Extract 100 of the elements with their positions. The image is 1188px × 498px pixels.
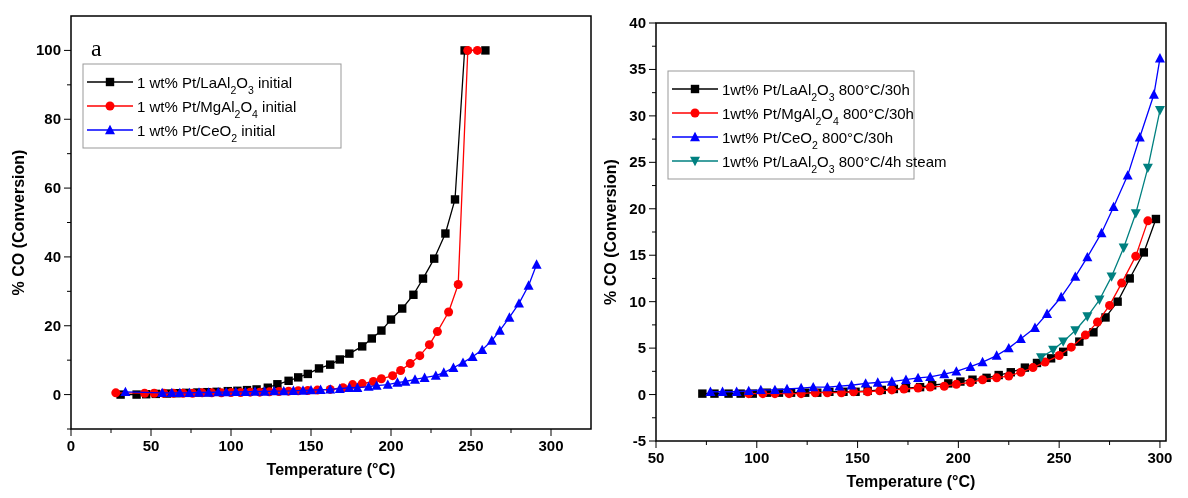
- point: [441, 229, 450, 238]
- point: [345, 349, 354, 358]
- legend-label: 1 wt% Pt/MgAl$_{2}$O$_{4}$ initial: [137, 98, 297, 120]
- point: [1048, 345, 1059, 356]
- x-axis-title: Temperature (°C): [846, 473, 976, 490]
- x-tick-label: 0: [66, 437, 76, 454]
- point: [1096, 227, 1107, 238]
- point: [1143, 216, 1153, 226]
- legend-label: 1wt% Pt/LaAl$_{2}$O$_{3}$ 800°C/4h steam: [722, 153, 947, 175]
- point: [430, 370, 441, 380]
- point: [1130, 209, 1141, 219]
- point: [965, 361, 976, 371]
- point: [1154, 106, 1165, 116]
- point: [432, 327, 442, 337]
- point: [326, 360, 335, 369]
- point: [396, 365, 406, 375]
- point: [400, 376, 411, 386]
- point: [1108, 201, 1119, 212]
- point: [1016, 367, 1026, 377]
- legend-label: 1wt% Pt/MgAl$_{2}$O$_{4}$ 800°C/30h: [722, 105, 914, 127]
- point: [1070, 326, 1081, 336]
- point: [418, 274, 428, 283]
- point: [872, 377, 883, 387]
- point: [1036, 353, 1047, 363]
- point: [1125, 274, 1134, 283]
- y-tick-label: 80: [44, 110, 61, 128]
- point: [1015, 333, 1026, 344]
- point: [1054, 351, 1064, 361]
- point: [1139, 248, 1149, 257]
- legend-label: 1 wt% Pt/LaAl$_{2}$O$_{3}$ initial: [137, 74, 293, 96]
- y-tick-label: 40: [44, 247, 61, 265]
- point: [991, 350, 1002, 360]
- point: [886, 376, 897, 386]
- point: [1004, 371, 1014, 381]
- point: [376, 374, 386, 384]
- point: [1118, 243, 1129, 253]
- point: [1134, 132, 1145, 142]
- point: [424, 340, 434, 350]
- point: [1003, 342, 1014, 353]
- point: [1113, 297, 1122, 306]
- point: [978, 375, 988, 385]
- point: [259, 386, 270, 396]
- point: [939, 368, 950, 379]
- point: [415, 351, 425, 361]
- point: [458, 357, 468, 367]
- point: [731, 386, 742, 396]
- point: [834, 381, 845, 391]
- point: [386, 315, 396, 324]
- legend-label: 1wt% Pt/LaAl$_{2}$O$_{3}$ 800°C/30h: [722, 81, 910, 103]
- point: [1105, 300, 1115, 310]
- point: [377, 326, 386, 335]
- point: [1117, 278, 1127, 288]
- point: [951, 366, 962, 376]
- x-tick-label: 100: [218, 437, 244, 454]
- annotation: a: [91, 35, 102, 61]
- point: [392, 377, 403, 387]
- point: [514, 298, 524, 308]
- point: [1142, 163, 1153, 174]
- point: [410, 374, 420, 384]
- point: [467, 351, 478, 361]
- point: [531, 259, 542, 269]
- point: [409, 290, 418, 299]
- y-tick-label: 10: [629, 292, 646, 310]
- point: [363, 381, 374, 391]
- point: [523, 280, 534, 290]
- point: [1056, 291, 1067, 302]
- point: [448, 362, 459, 372]
- y-tick-label: 100: [35, 41, 61, 59]
- point: [184, 387, 195, 398]
- y-tick-label: 0: [52, 385, 61, 403]
- x-tick-label: 100: [744, 449, 770, 466]
- point: [1066, 342, 1076, 352]
- point: [481, 46, 490, 55]
- point: [288, 385, 299, 395]
- x-tick-label: 150: [845, 449, 871, 466]
- point: [284, 376, 293, 386]
- point: [486, 335, 497, 345]
- point: [1122, 170, 1133, 180]
- point: [477, 344, 488, 355]
- point: [298, 385, 308, 395]
- x-tick-label: 250: [1046, 449, 1072, 466]
- point: [358, 342, 367, 351]
- point: [269, 385, 280, 396]
- point: [925, 371, 936, 382]
- x-tick-label: 50: [142, 437, 160, 454]
- point: [913, 372, 924, 383]
- point: [450, 195, 460, 204]
- point: [1029, 322, 1040, 332]
- y-tick-label: 60: [44, 179, 61, 197]
- y-tick-label: 20: [44, 316, 61, 334]
- point: [1042, 308, 1053, 318]
- y-tick-label: 40: [629, 14, 646, 31]
- point: [900, 374, 911, 384]
- point: [494, 325, 505, 335]
- point: [382, 379, 393, 389]
- point: [743, 385, 754, 396]
- point: [174, 387, 185, 398]
- point: [303, 369, 312, 379]
- point: [1092, 317, 1102, 327]
- point: [334, 383, 345, 393]
